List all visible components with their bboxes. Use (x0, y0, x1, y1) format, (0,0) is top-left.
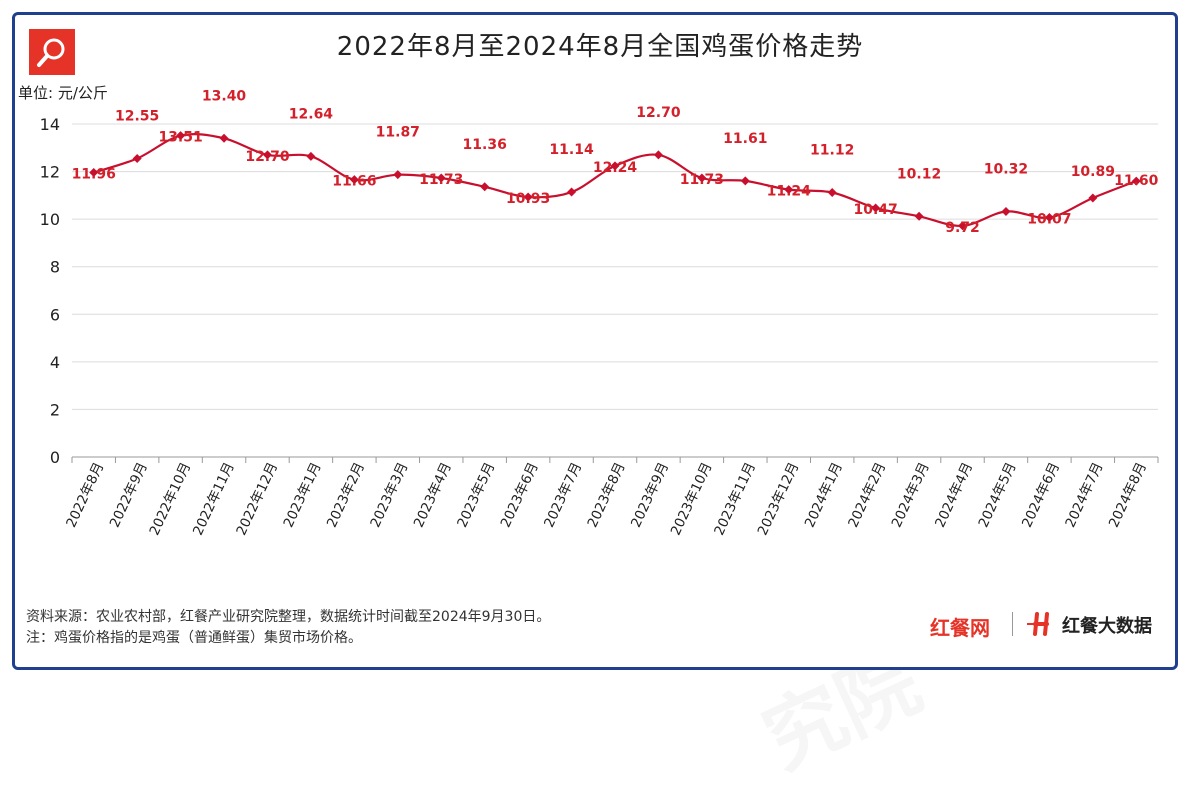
data-label: 11.60 (1114, 173, 1159, 189)
data-point (349, 175, 359, 185)
data-label: 10.47 (853, 202, 897, 218)
x-tick-label: 2024年5月 (976, 460, 1020, 530)
series-line (93, 133, 1137, 227)
data-point (610, 161, 620, 171)
data-point (306, 151, 316, 161)
x-tick-label: 2023年11月 (711, 460, 759, 538)
x-tick-label: 2024年7月 (1062, 460, 1106, 530)
x-tick-label: 2022年9月 (107, 460, 151, 530)
data-label: 13.40 (202, 88, 247, 104)
data-point (1001, 207, 1011, 217)
data-point (132, 153, 142, 163)
data-point (958, 221, 968, 231)
x-tick-label: 2023年12月 (755, 460, 803, 538)
chart-frame (12, 12, 1178, 670)
data-label: 13.51 (158, 130, 202, 146)
x-tick-label: 2024年3月 (889, 460, 933, 530)
data-label: 12.55 (115, 108, 159, 124)
data-label: 11.87 (376, 125, 420, 141)
data-point (653, 150, 663, 160)
data-point (523, 192, 533, 202)
brand-logo-bigdata: 红餐大数据 (1062, 616, 1152, 637)
data-label: 9.72 (945, 220, 980, 236)
x-tick-label: 2023年1月 (280, 460, 324, 530)
data-label: 11.61 (723, 131, 767, 147)
data-point (262, 150, 272, 160)
y-tick-label: 14 (40, 115, 60, 134)
data-label: 10.93 (506, 191, 550, 207)
x-tick-label: 2023年2月 (324, 460, 368, 530)
data-label: 10.32 (984, 162, 1028, 178)
y-axis-unit-label: 单位: 元/公斤 (18, 84, 108, 102)
x-tick-label: 2023年6月 (498, 460, 542, 530)
chart-title: 2022年8月至2024年8月全国鸡蛋价格走势 (336, 32, 864, 62)
source-note: 资料来源：农业农村部，红餐产业研究院整理，数据统计时间截至2024年9月30日。 (26, 609, 551, 625)
data-label: 11.96 (72, 167, 116, 183)
x-tick-label: 2023年9月 (628, 460, 672, 530)
data-label: 11.12 (810, 143, 854, 159)
data-point (393, 170, 403, 180)
x-tick-label: 2022年10月 (147, 460, 195, 538)
data-label: 12.24 (593, 160, 638, 176)
x-tick-label: 2024年6月 (1019, 460, 1063, 530)
data-point (1131, 176, 1141, 186)
data-point (1044, 212, 1054, 222)
x-tick-label: 2023年4月 (411, 460, 455, 530)
data-label: 12.70 (636, 105, 681, 121)
data-point (436, 173, 446, 183)
y-tick-label: 0 (50, 448, 60, 467)
y-tick-label: 4 (50, 353, 60, 372)
data-point (480, 182, 490, 192)
footnote: 注：鸡蛋价格指的是鸡蛋（普通鲜蛋）集贸市场价格。 (26, 630, 362, 646)
data-point (827, 188, 837, 198)
x-tick-label: 2023年3月 (367, 460, 411, 530)
data-label: 11.73 (419, 172, 463, 188)
y-tick-label: 6 (50, 305, 60, 324)
y-tick-label: 2 (50, 400, 60, 419)
x-tick-label: 2022年11月 (190, 460, 238, 538)
data-label: 10.12 (897, 166, 941, 182)
data-point (740, 176, 750, 186)
data-label: 11.24 (767, 184, 812, 200)
brand-divider (1012, 612, 1013, 636)
x-tick-label: 2023年10月 (668, 460, 716, 538)
y-tick-label: 10 (40, 210, 60, 229)
x-tick-label: 2022年12月 (233, 460, 281, 538)
data-label: 11.14 (549, 142, 594, 158)
x-tick-label: 2022年8月 (63, 460, 107, 530)
data-label: 11.36 (463, 137, 507, 153)
data-label: 11.73 (680, 172, 724, 188)
data-point (219, 133, 229, 143)
line-chart: 0 2 4 6 8 10 12 14 2022年8月 2022年9月2022年10月2022年11… (40, 88, 1159, 538)
data-label: 12.64 (289, 106, 334, 122)
x-tick-label: 2023年7月 (541, 460, 585, 530)
search-icon (29, 29, 75, 75)
x-tick-label: 2024年1月 (802, 460, 846, 530)
data-label: 10.89 (1071, 164, 1115, 180)
data-point (1088, 193, 1098, 203)
data-point (89, 168, 99, 178)
data-label: 11.66 (332, 174, 376, 190)
data-point (176, 131, 186, 141)
y-tick-label: 12 (40, 163, 60, 182)
data-point (871, 203, 881, 213)
y-tick-label: 8 (50, 258, 60, 277)
data-point (697, 173, 707, 183)
x-tick-label: 2024年4月 (932, 460, 976, 530)
data-label: 12.70 (245, 149, 290, 165)
x-tick-label: 2023年5月 (454, 460, 498, 530)
x-tick-label: 2023年8月 (585, 460, 629, 530)
x-tick-label: 2024年2月 (845, 460, 889, 530)
h-logo-icon (1025, 610, 1059, 642)
x-tick-label: 2024年8月 (1106, 460, 1150, 530)
brand-logo-hongcan: 红餐网 (930, 616, 990, 640)
data-point (784, 185, 794, 195)
data-label: 10.07 (1027, 211, 1071, 227)
data-point (567, 187, 577, 197)
data-point (914, 211, 924, 221)
